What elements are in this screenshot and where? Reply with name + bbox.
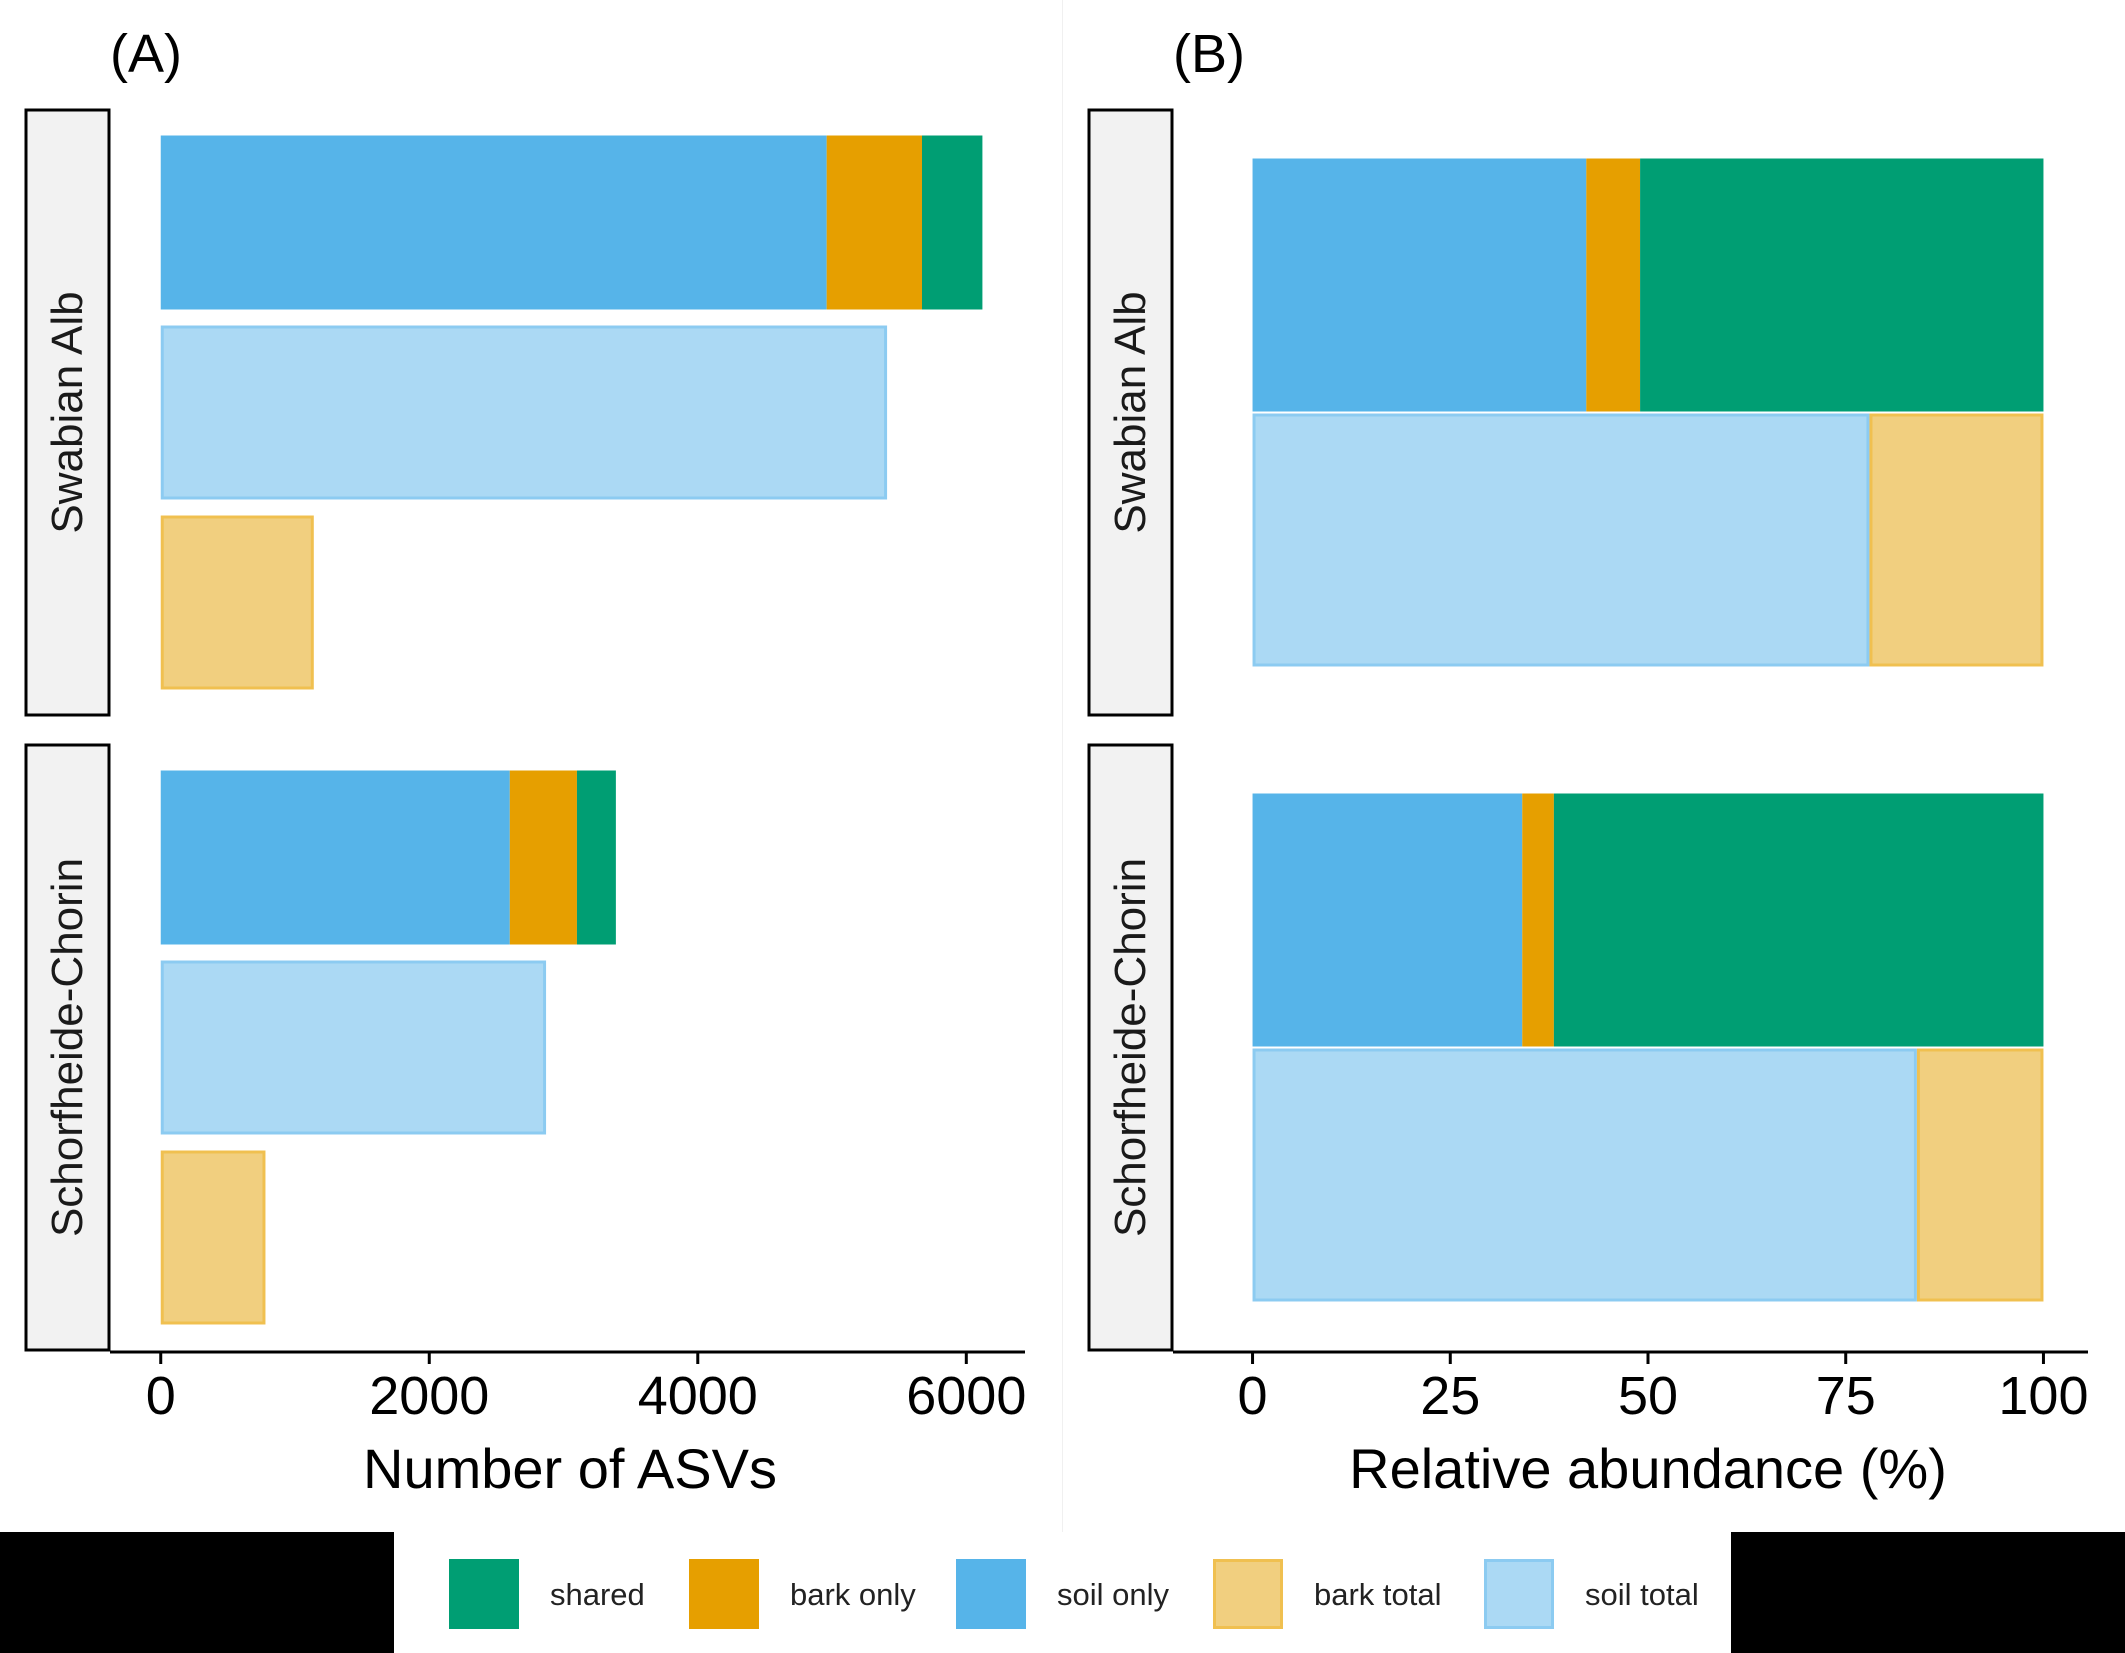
legend-label-soil-only: soil only [1057,1577,1169,1612]
bar-segment-shared [1640,158,2044,412]
panel-label: (B) [1173,24,1245,84]
panel-label: (A) [110,24,182,84]
x-axis-title: Number of ASVs [363,1437,777,1500]
bar-segment-soil-only [1252,793,1523,1047]
bar-segment-bark-total [160,1150,266,1325]
bar-segment-bark-total [1869,413,2044,667]
x-tick-label: 6000 [906,1366,1026,1426]
facet-label: Schorfheide-Chorin [1106,858,1155,1237]
facet-strip [1087,108,1174,717]
panel-b-chart: (B) Swabian Alb Schorfheide-Chorin 0 25 50 75 1… [1087,24,2089,1500]
panel-divider [1062,0,1063,1532]
x-tick-label: 4000 [638,1366,758,1426]
bar-segment-soil-only [160,135,827,310]
legend-label-soil-total: soil total [1585,1577,1699,1612]
legend-key-shared [449,1559,519,1629]
x-tick-label: 2000 [369,1366,489,1426]
legend-label-bark-total: bark total [1314,1577,1442,1612]
x-tick-label: 50 [1618,1366,1678,1426]
bar-segment-soil-only [1252,158,1587,412]
bar-segment-bark-total [160,515,314,690]
x-tick-label: 100 [1998,1366,2088,1426]
x-tick-label: 75 [1816,1366,1876,1426]
bar-segment-soil-only [160,770,510,945]
bar-segment-soil-total [160,960,547,1135]
bar-segment-bark-only [1522,793,1554,1047]
x-tick-label: 0 [1238,1366,1268,1426]
bar-segment-shared [921,135,983,310]
bar-segment-shared [1553,793,2044,1047]
legend-key-bark-only [689,1559,759,1629]
legend-label-shared: shared [550,1577,645,1612]
bar-segment-bark-total [1916,1048,2044,1302]
facet-label: Schorfheide-Chorin [43,858,92,1237]
bar-segment-soil-total [160,325,888,500]
bar-segment-bark-only [1586,158,1641,412]
legend-bar: shared bark only soil only bark total so… [0,1532,2125,1653]
x-tick-label: 25 [1420,1366,1480,1426]
x-tick-label: 0 [146,1366,176,1426]
bar-segment-bark-only [826,135,922,310]
legend-key-soil-total [1484,1559,1554,1629]
panel-a-chart: (A) Swabian Alb Schorfheide-Chorin 0 2000 400… [24,24,1026,1500]
legend-key-soil-only [956,1559,1026,1629]
bar-segment-bark-only [509,770,577,945]
facet-strip [24,108,111,717]
legend-label-bark-only: bark only [790,1577,916,1612]
facet-label: Swabian Alb [43,291,92,533]
bar-segment-soil-total [1252,413,1870,667]
facet-label: Swabian Alb [1106,291,1155,533]
bar-segment-shared [576,770,616,945]
bar-segment-soil-total [1252,1048,1917,1302]
x-axis-title: Relative abundance (%) [1349,1437,1947,1500]
facet-strip [24,743,111,1352]
legend-key-bark-total [1213,1559,1283,1629]
legend: shared bark only soil only bark total so… [394,1532,1731,1653]
facet-strip [1087,743,1174,1352]
